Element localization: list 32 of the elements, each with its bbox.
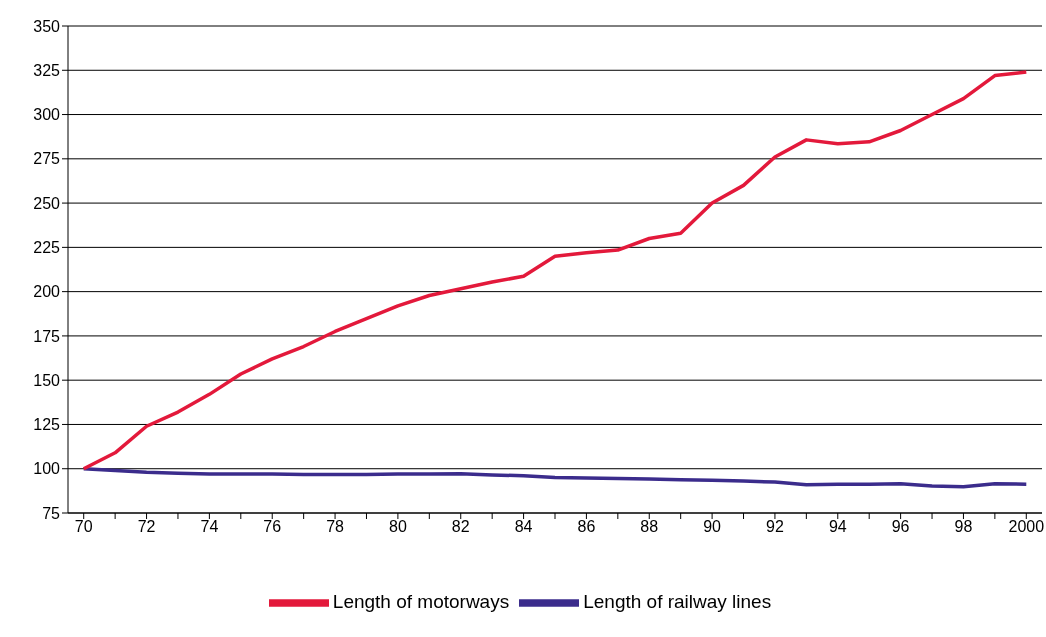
x-tick-label: 94 bbox=[828, 518, 847, 536]
x-tick-label: 2000 bbox=[1008, 518, 1045, 536]
y-tick-label: 225 bbox=[33, 239, 61, 257]
x-tick-label: 82 bbox=[451, 518, 470, 536]
y-tick-label: 325 bbox=[33, 61, 61, 79]
y-tick-label: 200 bbox=[33, 283, 61, 301]
line-series bbox=[81, 70, 1029, 471]
y-tick-label: 150 bbox=[33, 371, 61, 389]
y-tick-label: 350 bbox=[33, 17, 61, 35]
x-tick-label: 92 bbox=[766, 518, 784, 536]
x-tick-label: 80 bbox=[389, 518, 407, 536]
x-tick-label: 90 bbox=[703, 518, 722, 536]
x-tick-label: 78 bbox=[326, 518, 345, 536]
x-tick-label: 88 bbox=[640, 518, 659, 536]
x-tick-label: 72 bbox=[137, 518, 156, 536]
line-series bbox=[81, 466, 1029, 489]
x-tick-label: 84 bbox=[514, 518, 533, 536]
x-tick-label: 98 bbox=[954, 518, 973, 536]
y-tick-label: 275 bbox=[33, 150, 61, 168]
x-tick-label: 86 bbox=[577, 518, 596, 536]
y-tick-label: 250 bbox=[33, 194, 61, 212]
y-tick-label: 125 bbox=[33, 416, 61, 434]
legend-label: Length of railway lines bbox=[583, 591, 772, 613]
x-tick-label: 96 bbox=[891, 518, 910, 536]
x-tick-label: 76 bbox=[263, 518, 282, 536]
y-tick-label: 75 bbox=[42, 504, 61, 522]
y-tick-label: 175 bbox=[33, 327, 61, 345]
y-tick-label: 300 bbox=[33, 106, 61, 124]
x-tick-label: 74 bbox=[200, 518, 219, 536]
legend-label: Length of motorways bbox=[332, 591, 510, 613]
y-tick-label: 100 bbox=[33, 460, 61, 478]
x-tick-label: 70 bbox=[74, 518, 93, 536]
